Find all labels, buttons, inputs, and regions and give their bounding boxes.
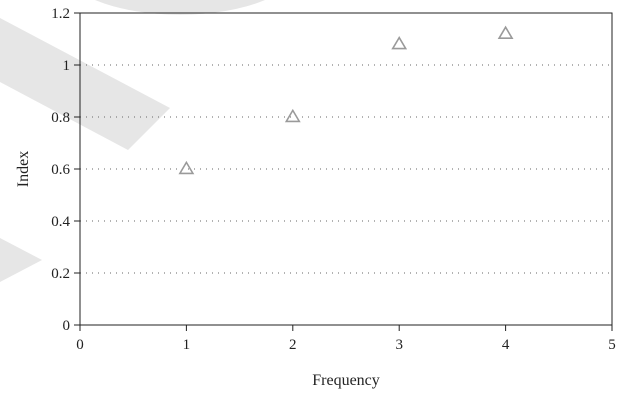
y-tick-label-3: 0.6: [51, 162, 70, 178]
data-point-0-3: [497, 25, 514, 40]
y-axis-label: Index: [15, 151, 32, 187]
watermark-shape-bottom: [0, 238, 42, 282]
y-tick-label-4: 0.8: [51, 110, 70, 126]
y-tick-label-6: 1.2: [51, 6, 70, 22]
y-tick-label-5: 1: [63, 58, 71, 74]
x-axis-ticks: 0 1 2 3 4 5: [76, 325, 616, 353]
y-tick-label-2: 0.4: [51, 214, 70, 230]
data-point-0-0: [178, 160, 195, 175]
x-tick-label-3: 3: [395, 337, 403, 353]
y-axis-ticks: 0 0.2 0.4 0.6 0.8 1 1.2: [51, 6, 80, 334]
x-tick-label-1: 1: [183, 337, 191, 353]
y-tick-label-0: 0: [63, 318, 71, 334]
x-tick-label-5: 5: [608, 337, 616, 353]
x-tick-label-4: 4: [502, 337, 510, 353]
x-tick-label-2: 2: [289, 337, 297, 353]
y-tick-label-1: 0.2: [51, 266, 70, 282]
watermark-shape-left: [0, 18, 170, 150]
x-tick-label-0: 0: [76, 337, 84, 353]
axes: [79, 12, 613, 326]
x-axis-label: Frequency: [312, 372, 380, 389]
data-point-0-1: [284, 108, 301, 123]
grid-lines: [80, 64, 612, 274]
watermark-graphic: [0, 0, 265, 282]
data-points: [178, 25, 514, 175]
watermark-shape-top: [95, 0, 265, 15]
data-point-0-2: [391, 36, 408, 50]
plot-frame: [79, 12, 613, 326]
